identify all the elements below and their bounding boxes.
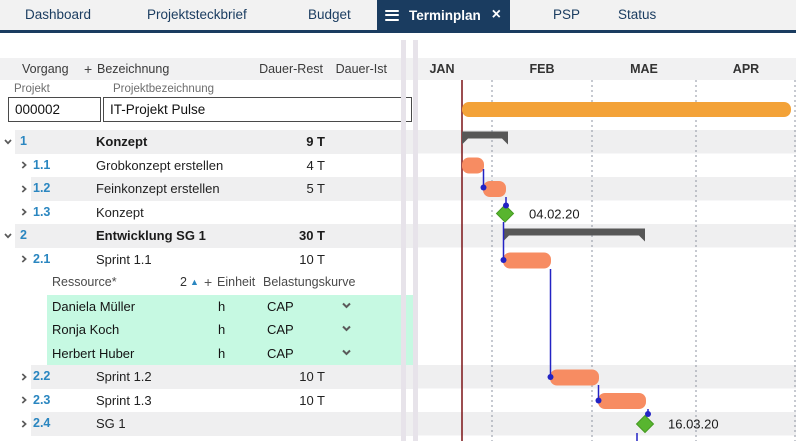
project-name-label: Projektbezeichnung bbox=[113, 83, 215, 95]
project-id-input[interactable] bbox=[8, 97, 101, 122]
task-bar-sprint-1-1[interactable] bbox=[503, 252, 551, 269]
tab-status[interactable]: Status bbox=[618, 7, 657, 22]
task-row-1-2[interactable]: 1.2 Feinkonzept erstellen 5 T bbox=[0, 177, 418, 201]
gantt-row-stripe bbox=[418, 412, 796, 436]
tab-projektsteckbrief[interactable]: Projektsteckbrief bbox=[147, 7, 247, 22]
task-bar-sprint-1-2[interactable] bbox=[550, 369, 599, 386]
task-row-2-3[interactable]: 2.3 Sprint 1.3 10 T bbox=[0, 389, 418, 413]
tab-psp[interactable]: PSP bbox=[553, 7, 581, 22]
tab-terminplan-label: Terminplan bbox=[409, 7, 481, 23]
column-dauer-ist[interactable]: Dauer-Ist bbox=[335, 62, 387, 76]
dropdown-chevron-icon[interactable] bbox=[341, 318, 352, 342]
menu-hamburger-icon[interactable] bbox=[385, 9, 399, 21]
project-name-input[interactable] bbox=[103, 97, 412, 122]
task-bar-grobkonzept[interactable] bbox=[462, 157, 484, 174]
chevron-right-icon[interactable] bbox=[19, 154, 29, 178]
task-row-1-1[interactable]: 1.1 Grobkonzept erstellen 4 T bbox=[0, 154, 418, 178]
add-task-button[interactable]: + bbox=[84, 61, 93, 77]
row-shading bbox=[15, 130, 418, 154]
pane-splitter[interactable] bbox=[413, 40, 418, 441]
resource-header-row: Ressource* 2 ▲ + Einheit Belastungskurve bbox=[0, 271, 418, 295]
column-vorgang[interactable]: Vorgang bbox=[22, 62, 69, 76]
milestone-konzept[interactable] bbox=[495, 204, 515, 223]
tab-terminplan-active[interactable]: Terminplan × bbox=[377, 0, 510, 33]
task-bar-feinkonzept[interactable] bbox=[483, 181, 506, 197]
chevron-right-icon[interactable] bbox=[19, 389, 29, 413]
table-column-header: Vorgang + Bezeichnung Dauer-Rest Dauer-I… bbox=[0, 58, 796, 80]
chevron-right-icon[interactable] bbox=[19, 177, 29, 201]
tab-bar: Dashboard Projektsteckbrief Budget Termi… bbox=[0, 0, 796, 33]
chevron-right-icon[interactable] bbox=[19, 248, 29, 272]
pane-splitter[interactable] bbox=[401, 40, 406, 441]
resource-row-highlight bbox=[47, 294, 418, 318]
row-shading bbox=[15, 224, 418, 248]
resource-row-highlight bbox=[47, 341, 418, 365]
dropdown-chevron-icon[interactable] bbox=[341, 342, 352, 366]
row-shading bbox=[31, 412, 418, 436]
einheit-column-header[interactable]: Einheit bbox=[217, 275, 256, 289]
resource-column-header[interactable]: Ressource* bbox=[52, 275, 117, 289]
resource-row-highlight bbox=[47, 318, 418, 342]
add-resource-button[interactable]: + bbox=[204, 274, 213, 290]
close-tab-icon[interactable]: × bbox=[491, 6, 501, 23]
resource-row[interactable]: Herbert Huber h CAP bbox=[0, 341, 418, 366]
milestone-date-label: 04.02.20 bbox=[529, 207, 580, 222]
task-row-2-1[interactable]: 2.1 Sprint 1.1 10 T bbox=[0, 248, 418, 272]
row-shading bbox=[31, 177, 418, 201]
gantt-row-stripe bbox=[418, 365, 796, 389]
row-shading bbox=[31, 365, 418, 389]
chevron-right-icon[interactable] bbox=[19, 412, 29, 436]
milestone-date-label: 16.03.20 bbox=[668, 417, 719, 432]
sort-ascending-icon[interactable]: ▲ bbox=[190, 277, 199, 287]
resource-row[interactable]: Daniela Müller h CAP bbox=[0, 294, 418, 319]
column-dauer-rest[interactable]: Dauer-Rest bbox=[259, 62, 323, 76]
chevron-right-icon[interactable] bbox=[19, 201, 29, 225]
active-tab-underline bbox=[0, 30, 796, 33]
resource-row[interactable]: Ronja Koch h CAP bbox=[0, 318, 418, 342]
project-bar-it-projekt-pulse[interactable] bbox=[462, 102, 791, 117]
column-bezeichnung[interactable]: Bezeichnung bbox=[97, 62, 170, 76]
tab-budget[interactable]: Budget bbox=[308, 7, 351, 22]
gantt-row-stripe bbox=[418, 177, 796, 201]
task-row-2-2[interactable]: 2.2 Sprint 1.2 10 T bbox=[0, 365, 418, 389]
task-bar-sprint-1-3[interactable] bbox=[598, 393, 646, 409]
summary-bar-entwicklung-sg1[interactable] bbox=[503, 228, 645, 242]
gantt-row-stripe bbox=[418, 224, 796, 248]
task-row-1-3[interactable]: 1.3 Konzept bbox=[0, 201, 418, 225]
task-row-1[interactable]: 1 Konzept 9 T bbox=[0, 130, 418, 154]
task-row-2[interactable]: 2 Entwicklung SG 1 30 T bbox=[0, 224, 418, 248]
project-id-label: Projekt bbox=[14, 83, 50, 95]
tab-dashboard[interactable]: Dashboard bbox=[25, 7, 92, 22]
milestone-sg1[interactable] bbox=[635, 414, 655, 434]
sort-order-number[interactable]: 2 bbox=[180, 275, 187, 289]
chevron-down-icon[interactable] bbox=[3, 130, 13, 154]
dropdown-chevron-icon[interactable] bbox=[341, 295, 352, 319]
chevron-down-icon[interactable] bbox=[3, 224, 13, 248]
summary-bar-konzept[interactable] bbox=[462, 131, 508, 145]
task-row-2-4[interactable]: 2.4 SG 1 bbox=[0, 412, 418, 436]
belastungskurve-column-header[interactable]: Belastungskurve bbox=[263, 275, 356, 289]
chevron-right-icon[interactable] bbox=[19, 365, 29, 389]
